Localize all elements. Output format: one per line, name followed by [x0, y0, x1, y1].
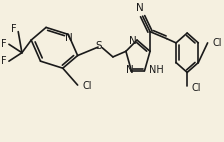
Text: F: F [11, 24, 16, 34]
Text: S: S [96, 41, 102, 51]
Text: N: N [65, 33, 73, 43]
Text: N: N [129, 36, 136, 46]
Text: Cl: Cl [212, 38, 222, 48]
Text: Cl: Cl [82, 82, 92, 91]
Text: N: N [136, 3, 144, 13]
Text: NH: NH [149, 65, 164, 75]
Text: F: F [0, 56, 6, 66]
Text: F: F [0, 39, 6, 49]
Text: Cl: Cl [192, 83, 201, 93]
Text: N: N [126, 65, 134, 75]
